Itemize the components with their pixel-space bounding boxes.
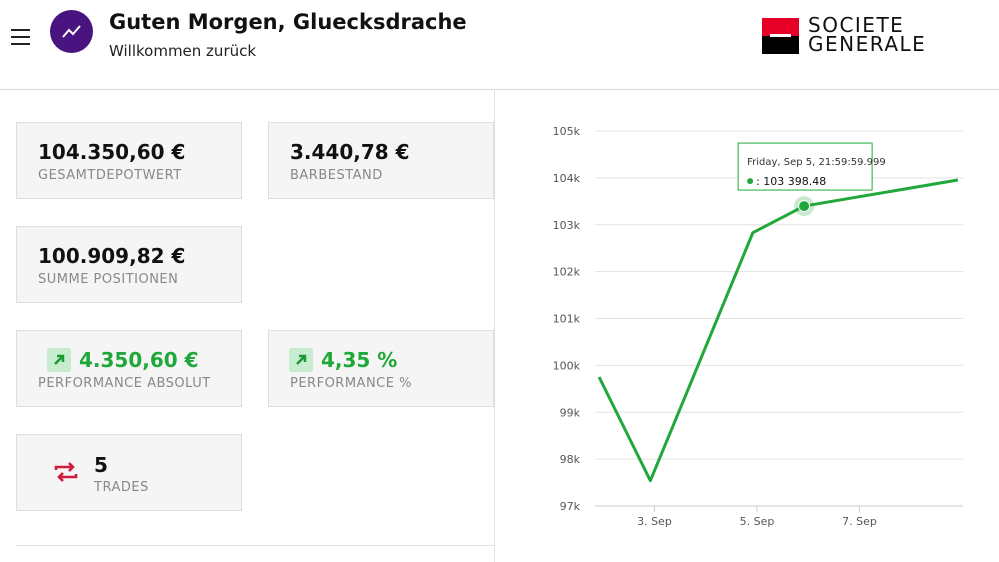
stat-card: 4.350,60 € PERFORMANCE ABSOLUT <box>16 330 242 407</box>
header: Guten Morgen, Gluecksdrache Willkommen z… <box>0 0 999 90</box>
divider <box>16 545 494 546</box>
hover-point <box>798 200 811 213</box>
tooltip-value: : 103 398.48 <box>756 175 826 188</box>
x-tick-label: 7. Sep <box>842 515 877 528</box>
y-tick-label: 104k <box>553 172 581 185</box>
up-icon <box>47 348 71 372</box>
line-series <box>597 178 959 483</box>
stat-card: 5 TRADES <box>16 434 242 511</box>
stat-value: 5 <box>94 453 108 477</box>
y-tick-label: 99k <box>560 406 581 419</box>
logo-text: SOCIETE GENERALE <box>808 13 927 56</box>
tooltip: Friday, Sep 5, 21:59:59.999 : 103 398.48 <box>737 142 886 191</box>
subtitle: Willkommen zurück <box>109 42 257 60</box>
y-tick-label: 101k <box>553 313 581 326</box>
y-tick-label: 97k <box>560 500 581 513</box>
stat-value: 4,35 % <box>321 348 398 372</box>
stat-value: 3.440,78 € <box>290 140 410 164</box>
y-tick-label: 100k <box>553 359 581 372</box>
divider <box>494 91 495 562</box>
trades-icon <box>54 462 78 482</box>
avatar-icon <box>62 25 81 38</box>
y-tick-label: 105k <box>553 125 581 138</box>
y-tick-label: 103k <box>553 219 581 232</box>
y-tick-label: 102k <box>553 266 581 279</box>
y-tick-label: 98k <box>560 453 581 466</box>
stat-label: GESAMTDEPOTWERT <box>38 168 182 183</box>
tooltip-title: Friday, Sep 5, 21:59:59.999 <box>747 157 886 168</box>
stat-value: 4.350,60 € <box>79 348 199 372</box>
stat-card: 3.440,78 € BARBESTAND <box>268 122 494 199</box>
stat-value: 100.909,82 € <box>38 244 186 268</box>
stat-card: 104.350,60 € GESAMTDEPOTWERT <box>16 122 242 199</box>
stat-label: BARBESTAND <box>290 168 383 183</box>
tooltip-box <box>737 142 873 191</box>
stat-label: PERFORMANCE ABSOLUT <box>38 376 211 391</box>
greeting: Guten Morgen, Gluecksdrache <box>109 10 467 34</box>
stat-card: 4,35 % PERFORMANCE % <box>268 330 494 407</box>
avatar[interactable] <box>50 10 93 53</box>
stat-card: 100.909,82 € SUMME POSITIONEN <box>16 226 242 303</box>
x-tick-label: 5. Sep <box>740 515 775 528</box>
stat-label: PERFORMANCE % <box>290 376 412 391</box>
stat-value: 104.350,60 € <box>38 140 186 164</box>
up-icon <box>289 348 313 372</box>
menu-button[interactable] <box>11 29 30 50</box>
stat-label: TRADES <box>94 480 149 495</box>
chart: 97k 98k 99k 100k 101k 102k 103k 104k 105k 3. Sep 5… <box>553 125 963 528</box>
stat-label: SUMME POSITIONEN <box>38 272 179 287</box>
tooltip-dot <box>747 178 754 185</box>
x-tick-label: 3. Sep <box>637 515 672 528</box>
